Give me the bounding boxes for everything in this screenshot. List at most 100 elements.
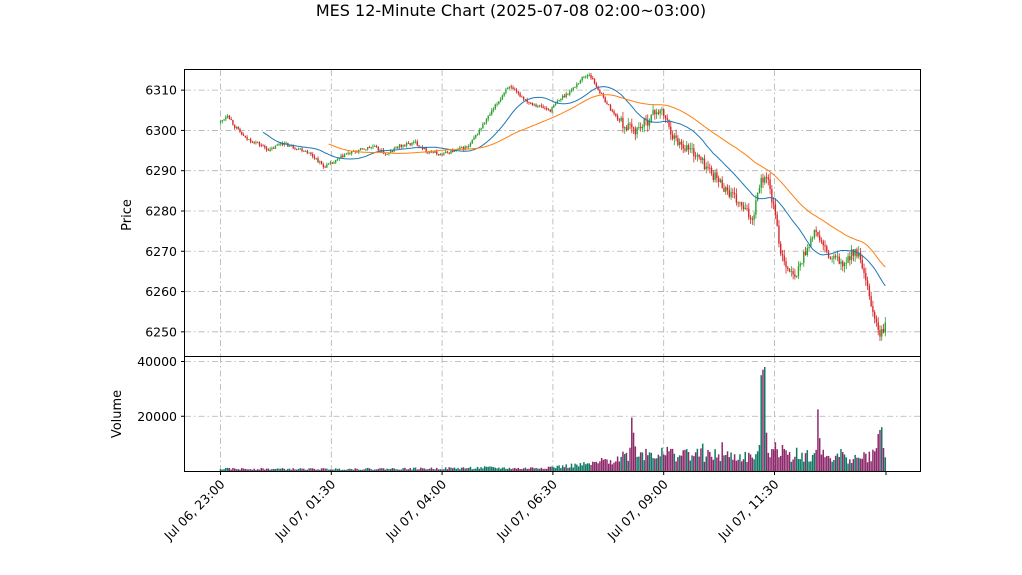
volume-bar (416, 469, 419, 471)
candle-body (716, 172, 718, 179)
candle-body (430, 151, 433, 153)
volume-bar (363, 469, 365, 471)
volume-bar (244, 468, 247, 471)
volume-bar (365, 468, 367, 471)
candle-body (615, 113, 617, 116)
volume-bar (753, 459, 755, 471)
candle-body (400, 144, 403, 147)
volume-bar (646, 455, 649, 471)
candle-body (652, 110, 654, 115)
candle-body (452, 150, 454, 152)
volume-bar (863, 452, 865, 471)
volume-panel-frame (184, 356, 921, 472)
candle-body (858, 252, 860, 257)
candle-body (735, 194, 738, 203)
volume-bar (336, 469, 339, 471)
volume-bar (547, 466, 550, 471)
candle-body (404, 144, 406, 146)
volume-bar (306, 469, 309, 471)
volume-bar (813, 453, 816, 471)
volume-bar (448, 467, 450, 471)
volume-bar (496, 468, 498, 471)
volume-bars (219, 366, 887, 471)
volume-bar (338, 468, 341, 471)
candle-body (294, 148, 296, 150)
volume-bar (409, 468, 411, 471)
volume-bar (262, 468, 264, 471)
volume-bar (762, 369, 764, 471)
volume-bar (827, 455, 830, 471)
candle-body (349, 152, 351, 154)
candle-body (753, 214, 755, 220)
volume-bar (680, 455, 683, 471)
volume-bar (457, 467, 459, 471)
x-tick-label: Jul 07, 06:30 (493, 476, 560, 543)
volume-bar (271, 469, 273, 471)
volume-bar (397, 469, 399, 471)
candle-body (726, 187, 729, 191)
volume-bar (829, 458, 832, 471)
candle-body (668, 119, 670, 127)
volume-bar (549, 466, 551, 471)
candle-body (771, 189, 773, 203)
volume-bar (517, 467, 520, 471)
volume-bar (794, 456, 796, 471)
volume-bar (276, 468, 278, 471)
volume-bar (662, 454, 665, 471)
volume-bar (586, 463, 589, 471)
candle-body (859, 252, 862, 260)
volume-bar (251, 469, 254, 471)
candle-body (420, 146, 422, 148)
volume-bar (233, 468, 236, 471)
candle-body (540, 105, 543, 107)
volume-bar (436, 467, 438, 471)
volume-bar (460, 467, 463, 471)
volume-bar (634, 446, 637, 471)
volume-bar (882, 448, 885, 471)
volume-bar (434, 469, 436, 471)
candle-body (322, 164, 325, 167)
volume-bar (423, 468, 426, 471)
candle-body (702, 158, 704, 161)
volume-bar (583, 462, 585, 471)
candle-body (838, 256, 840, 264)
volume-bar (311, 468, 314, 471)
volume-bar (632, 432, 635, 471)
candle-body (460, 147, 463, 148)
volume-bar (370, 469, 372, 471)
volume-bar (340, 469, 342, 471)
candle-body (391, 151, 394, 152)
volume-bar (526, 468, 528, 471)
volume-bar (655, 458, 658, 471)
volume-bar (709, 451, 711, 471)
candle-body (249, 139, 252, 142)
volume-bar (285, 469, 287, 471)
candle-body (764, 176, 766, 183)
candle-body (436, 151, 438, 155)
volume-bar (299, 468, 302, 471)
candle-body (260, 145, 262, 146)
candle-body (632, 127, 635, 129)
candle-body (616, 115, 619, 120)
candle-body (700, 157, 702, 161)
volume-bar (574, 463, 576, 471)
candle-body (331, 162, 333, 164)
volume-bar (717, 454, 720, 471)
volume-grid (185, 357, 920, 471)
volume-bar (292, 468, 294, 471)
volume-bar (873, 451, 876, 471)
candle-body (622, 117, 624, 129)
volume-bar (652, 458, 654, 471)
candle-body (604, 97, 606, 103)
candle-body (248, 139, 250, 141)
volume-bar (522, 468, 525, 471)
volume-bar (382, 468, 385, 471)
candle-body (347, 152, 349, 154)
volume-bar (288, 468, 291, 471)
candle-body (774, 204, 777, 215)
candle-body (290, 145, 293, 147)
volume-bar (475, 468, 477, 471)
candle-body (845, 262, 847, 264)
candle-body (799, 263, 801, 267)
volume-bar (787, 454, 789, 471)
